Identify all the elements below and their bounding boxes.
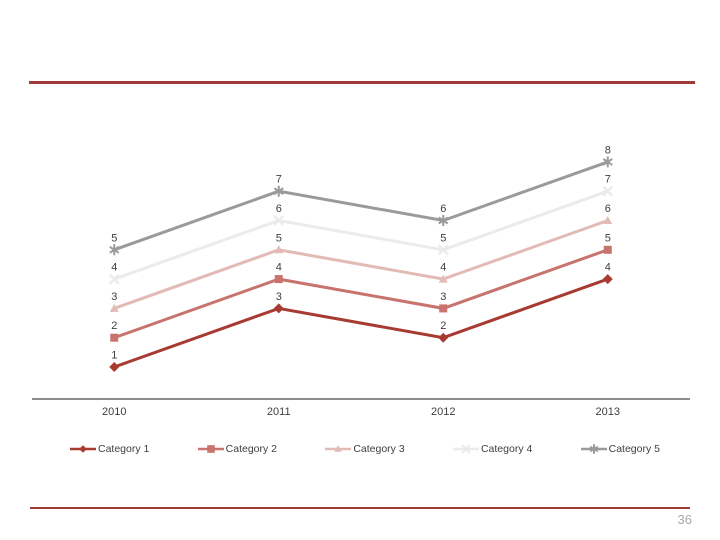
legend-item-category-4: Category 4	[452, 443, 533, 455]
marker-category-4	[602, 185, 614, 197]
legend-label: Category 5	[608, 443, 660, 455]
legend-label: Category 2	[225, 443, 278, 455]
marker-category-4	[437, 244, 449, 256]
marker-category-1	[438, 332, 449, 343]
data-label-category-1: 3	[276, 291, 282, 303]
x-axis-label: 2012	[431, 406, 455, 418]
footer-rule	[30, 507, 690, 509]
data-label-category-2: 4	[276, 262, 282, 274]
legend-marker-icon	[197, 445, 224, 453]
marker-category-3	[603, 216, 613, 224]
marker-category-3	[274, 245, 284, 254]
legend-item-category-3: Category 3	[325, 443, 405, 455]
series-line-category-4	[113, 189, 609, 281]
series-line-category-2	[113, 248, 609, 340]
data-label-category-1: 4	[605, 262, 611, 274]
chart-legend: Category 1 Category 2 Category 3 Category 4…	[70, 443, 660, 455]
legend-marker-icon	[70, 445, 96, 453]
series-line-category-1	[113, 277, 609, 369]
legend-item-category-1: Category 1	[70, 443, 149, 455]
marker-category-2	[110, 333, 119, 342]
legend-marker-icon	[325, 445, 352, 452]
marker-category-3	[438, 274, 448, 283]
marker-category-5	[602, 156, 613, 168]
data-label-category-3: 3	[111, 291, 117, 303]
legend-label: Category 3	[353, 443, 405, 455]
data-label-category-3: 5	[276, 232, 282, 244]
data-label-category-1: 1	[111, 350, 117, 362]
legend-label: Category 1	[98, 443, 150, 455]
series-line-category-5	[113, 160, 609, 252]
marker-category-5	[273, 185, 284, 197]
x-axis-label: 2013	[596, 406, 620, 418]
data-label-category-3: 6	[605, 203, 611, 215]
marker-category-4	[273, 215, 285, 226]
legend-item-category-2: Category 2	[197, 443, 278, 455]
marker-category-1	[273, 303, 284, 314]
x-axis-label: 2010	[102, 406, 126, 418]
data-label-category-2: 3	[440, 291, 446, 303]
x-axis-label: 2011	[267, 406, 291, 418]
legend-marker-icon	[452, 444, 479, 454]
marker-category-2	[603, 245, 612, 254]
legend-marker-icon	[580, 444, 607, 454]
data-label-category-4: 4	[111, 262, 117, 274]
marker-category-5	[438, 215, 449, 226]
data-label-category-5: 8	[605, 144, 611, 156]
data-label-category-5: 6	[440, 203, 446, 215]
data-label-category-5: 7	[276, 174, 282, 186]
data-label-category-3: 4	[440, 262, 446, 274]
marker-category-5	[109, 244, 120, 256]
legend-label: Category 4	[480, 443, 533, 455]
marker-category-4	[108, 273, 120, 285]
marker-category-1	[109, 362, 120, 372]
marker-category-2	[274, 275, 283, 284]
page-number: 36	[677, 512, 692, 527]
data-label-category-5: 5	[111, 232, 117, 244]
data-label-category-4: 5	[440, 232, 446, 244]
data-label-category-1: 2	[440, 320, 446, 332]
marker-category-2	[439, 304, 448, 313]
marker-category-3	[109, 303, 119, 312]
series-line-category-3	[113, 219, 609, 310]
marker-category-1	[602, 274, 613, 285]
data-label-category-4: 7	[605, 174, 611, 186]
data-label-category-4: 6	[276, 203, 282, 215]
title-underline-rule	[29, 81, 695, 84]
data-label-category-2: 2	[111, 320, 117, 332]
legend-item-category-5: Category 5	[580, 443, 660, 455]
data-label-category-2: 5	[605, 232, 611, 244]
